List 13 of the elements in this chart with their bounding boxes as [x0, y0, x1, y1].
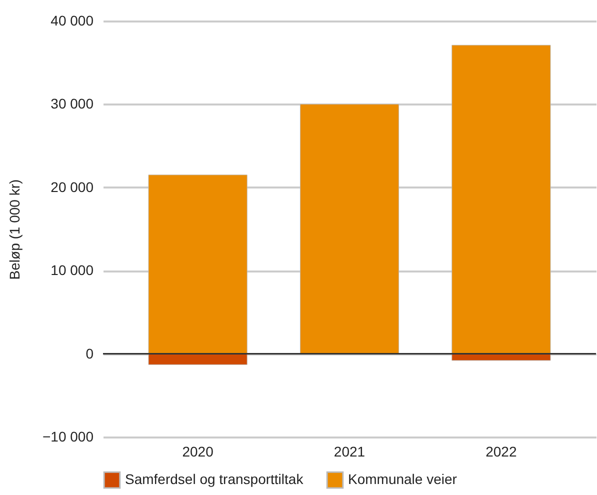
y-tick-label: 0 — [86, 345, 94, 362]
x-tick-label: 2020 — [182, 444, 214, 460]
y-tick-label: 20 000 — [50, 178, 94, 195]
legend-label: Samferdsel og transporttiltak — [125, 471, 304, 488]
y-tick-label: 10 000 — [50, 262, 94, 278]
y-tick-label: 30 000 — [50, 96, 94, 112]
legend-label: Kommunale veier — [348, 471, 458, 488]
y-tick-label: 40 000 — [50, 12, 94, 28]
y-tick-label: −10 000 — [42, 428, 94, 444]
x-tick-label: 2021 — [334, 444, 366, 460]
y-axis-title: Beløp (1 000 kr) — [6, 179, 23, 280]
x-tick-label: 2022 — [486, 444, 517, 460]
bar — [300, 104, 400, 354]
